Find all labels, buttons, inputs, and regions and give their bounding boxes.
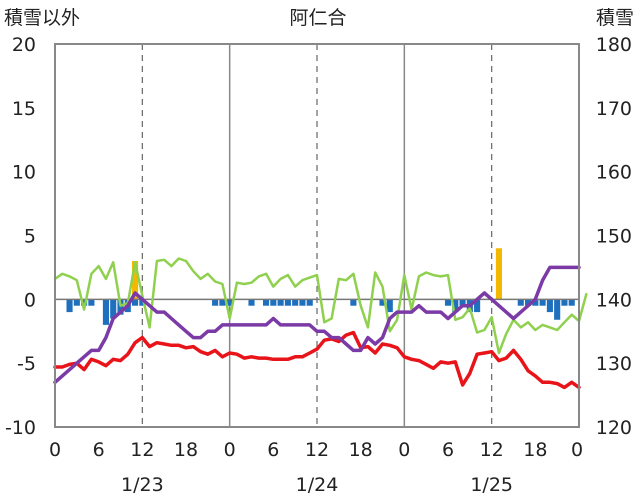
series-line — [53, 330, 581, 390]
y-right-tick-label: 170 — [596, 98, 632, 120]
x-tick-label: 0 — [224, 439, 236, 461]
bar — [561, 299, 568, 306]
bar — [299, 299, 306, 306]
y-left-tick-label: 5 — [24, 226, 36, 248]
bar — [248, 299, 255, 306]
bar — [459, 299, 466, 306]
bar — [452, 299, 459, 313]
bar — [292, 299, 299, 306]
bar — [270, 299, 277, 306]
x-tick-label: 0 — [571, 439, 583, 461]
y-right-tick-label: 140 — [596, 289, 632, 311]
bar — [306, 299, 313, 306]
x-tick-label: 12 — [480, 439, 504, 461]
chart-title: 阿仁合 — [289, 7, 346, 29]
bar — [284, 299, 291, 306]
x-tick-label: 6 — [93, 439, 105, 461]
y-left-tick-label: -10 — [5, 417, 36, 439]
date-label: 1/24 — [296, 474, 339, 496]
y-left-tick-label: 10 — [12, 162, 36, 184]
plot-frame — [54, 43, 580, 428]
bar — [277, 299, 284, 306]
line-layer — [53, 257, 588, 390]
date-label: 1/25 — [470, 474, 513, 496]
x-tick-label: 18 — [523, 439, 547, 461]
bar — [568, 299, 575, 306]
bar — [73, 299, 80, 306]
y-left-tick-label: 0 — [24, 289, 36, 311]
x-tick-label: 0 — [49, 439, 61, 461]
bar — [88, 299, 95, 306]
bar — [495, 248, 503, 300]
bar — [532, 299, 539, 306]
grid — [141, 44, 493, 427]
bar — [131, 299, 139, 306]
bar — [139, 299, 146, 306]
bar — [444, 299, 452, 306]
y-left-tick-label: -5 — [17, 353, 36, 375]
x-tick-label: 6 — [267, 439, 279, 461]
x-tick-label: 12 — [305, 439, 329, 461]
y-left-tick-label: 20 — [12, 34, 36, 56]
bar — [554, 299, 561, 320]
y-left-tick-label: 15 — [12, 98, 36, 120]
bar — [517, 299, 524, 306]
bar — [226, 299, 233, 306]
date-label: 1/23 — [121, 474, 164, 496]
bar — [546, 299, 553, 313]
bar — [524, 299, 532, 306]
x-tick-label: 0 — [398, 439, 410, 461]
bar — [102, 299, 110, 325]
y-axis-right-label: 積雪 — [596, 7, 634, 29]
y-axis-left-label: 積雪以外 — [4, 7, 80, 29]
y-right-tick-label: 160 — [596, 162, 632, 184]
x-tick-label: 18 — [349, 439, 373, 461]
bar — [110, 299, 117, 319]
x-tick-label: 18 — [174, 439, 198, 461]
bar — [219, 299, 226, 306]
y-right-tick-label: 180 — [596, 34, 632, 56]
y-right-tick-label: 130 — [596, 353, 632, 375]
bar — [350, 299, 357, 306]
bar — [117, 299, 124, 315]
bar — [81, 299, 88, 306]
y-right-tick-label: 150 — [596, 226, 632, 248]
bar — [474, 299, 481, 313]
y-right-tick-label: 120 — [596, 417, 632, 439]
bar — [66, 299, 73, 313]
x-tick-label: 12 — [130, 439, 154, 461]
bar — [131, 261, 139, 300]
bar — [539, 299, 546, 306]
bar — [262, 299, 270, 306]
bar — [379, 299, 386, 306]
x-tick-label: 6 — [442, 439, 454, 461]
bar — [212, 299, 219, 306]
series-line — [53, 265, 581, 385]
bar — [386, 299, 393, 313]
